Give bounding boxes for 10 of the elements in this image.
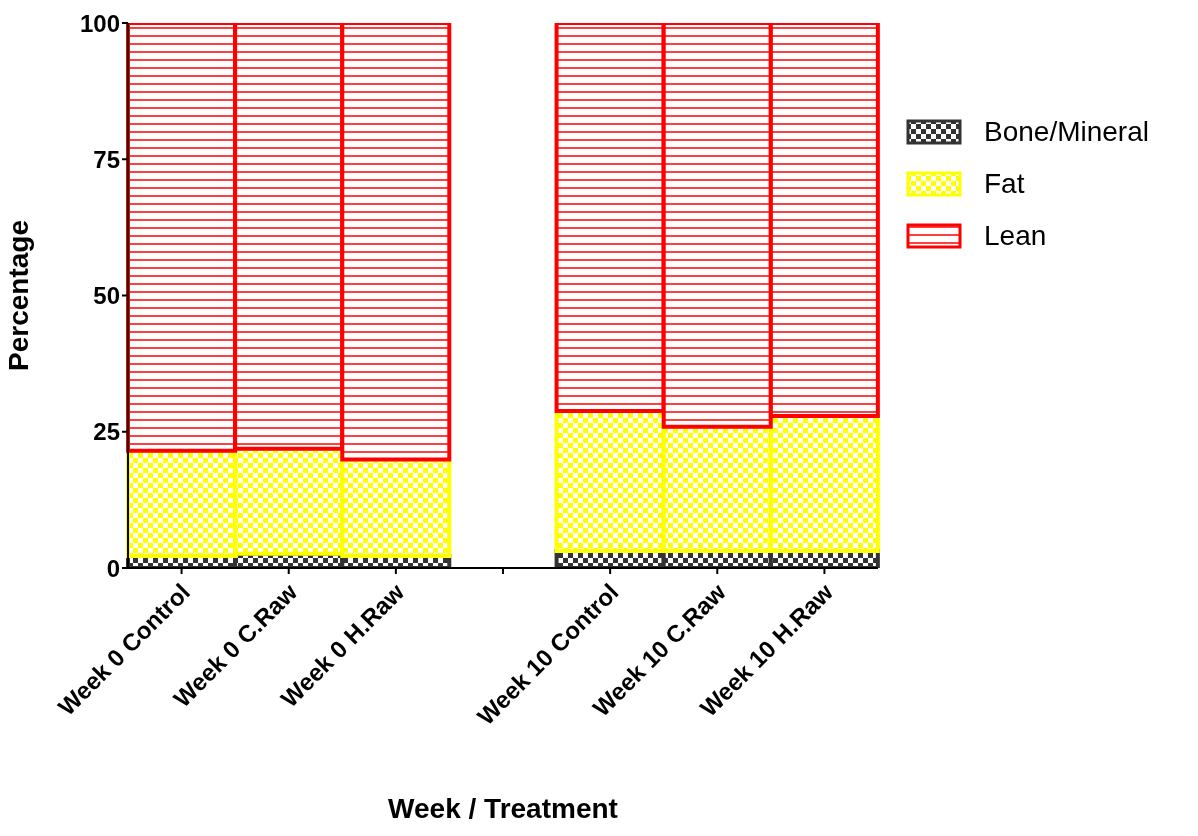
x-axis-title: Week / Treatment xyxy=(388,793,618,824)
legend-label: Fat xyxy=(984,168,1025,200)
y-tick-label: 25 xyxy=(93,418,120,446)
y-tick-label: 0 xyxy=(106,554,120,582)
y-axis-title: Percentage xyxy=(2,220,34,371)
y-tick-label: 100 xyxy=(79,9,120,37)
y-tick-label: 50 xyxy=(93,282,120,310)
y-tick-label: 75 xyxy=(93,145,120,173)
legend-label: Lean xyxy=(984,220,1047,252)
legend-label: Bone/Mineral xyxy=(984,116,1149,148)
